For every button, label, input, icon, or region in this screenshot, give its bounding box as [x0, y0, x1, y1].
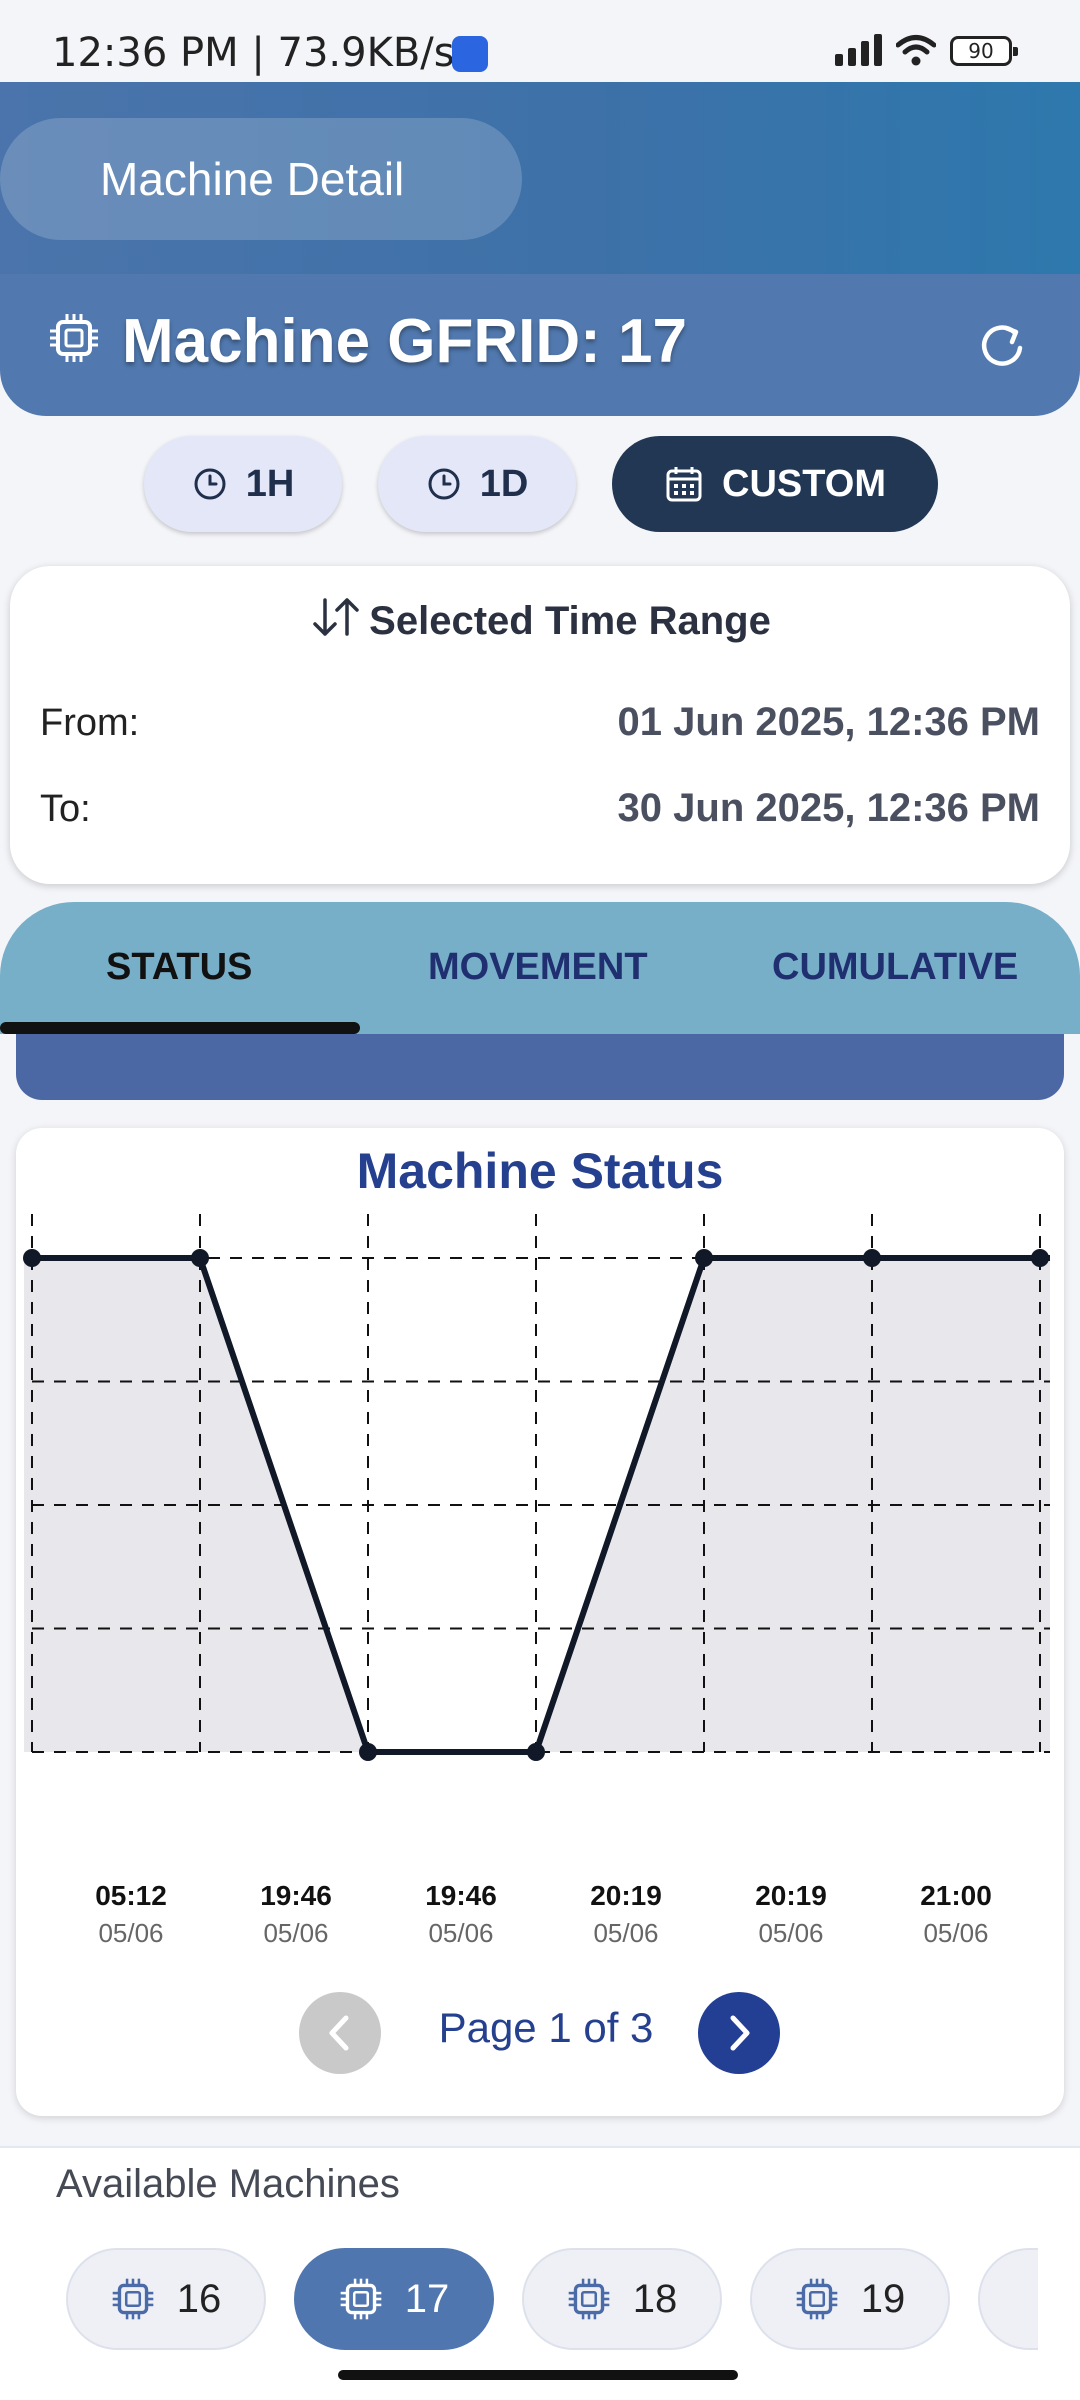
clock-icon	[428, 468, 460, 500]
tick-date: 05/06	[593, 1918, 659, 1948]
x-tick-label: 19:46 05/06	[381, 1880, 541, 1949]
machine-chip-19[interactable]: 19	[750, 2248, 950, 2350]
cellular-signal-icon	[835, 34, 882, 66]
app-notification-icon	[452, 36, 488, 72]
time-range-heading: Selected Time Range	[369, 599, 771, 643]
to-label: To:	[40, 788, 91, 830]
machine-status-chart	[23, 1214, 1050, 1761]
tick-date: 05/06	[923, 1918, 989, 1948]
selected-time-range-card: Selected Time Range From: 01 Jun 2025, 1…	[10, 566, 1070, 884]
chip-icon	[340, 2278, 382, 2320]
data-point[interactable]	[23, 1249, 41, 1267]
wifi-icon	[896, 35, 936, 66]
machine-chip-label: 16	[176, 2276, 222, 2321]
x-tick-label: 21:00 05/06	[876, 1880, 1036, 1949]
chip-icon	[568, 2278, 610, 2320]
machine-chip-partial[interactable]	[978, 2248, 1038, 2350]
x-tick-label: 19:46 05/06	[216, 1880, 376, 1949]
tick-time: 21:00	[920, 1880, 992, 1911]
tick-time: 20:19	[755, 1880, 827, 1911]
range-custom-button[interactable]: CUSTOM	[612, 436, 938, 532]
x-tick-label: 20:19 05/06	[711, 1880, 871, 1949]
to-value: 30 Jun 2025, 12:36 PM	[617, 786, 1040, 830]
x-tick-label: 05:12 05/06	[51, 1880, 211, 1949]
home-indicator[interactable]	[338, 2370, 738, 2380]
range-custom-label: CUSTOM	[722, 462, 886, 505]
tick-date: 05/06	[758, 1918, 824, 1948]
available-machines-title: Available Machines	[56, 2162, 400, 2206]
tick-time: 19:46	[425, 1880, 497, 1911]
status-time: 12:36 PM | 73.9KB/s	[52, 30, 455, 76]
from-label: From:	[40, 702, 140, 744]
machine-chip-16[interactable]: 16	[66, 2248, 266, 2350]
tick-time: 05:12	[95, 1880, 167, 1911]
range-1h-label: 1H	[245, 462, 295, 505]
chevron-right-icon	[730, 2015, 750, 2051]
page-title: Machine Detail	[0, 118, 522, 240]
available-machines-panel: Available Machines 16 17 18 19	[0, 2146, 1080, 2400]
chevron-left-icon	[329, 2015, 349, 2051]
range-1d-button[interactable]: 1D	[378, 436, 576, 532]
data-point[interactable]	[863, 1249, 881, 1267]
machine-chip-label: 18	[632, 2276, 678, 2321]
active-tab-indicator	[0, 1022, 360, 1034]
header-background	[0, 82, 1080, 274]
data-point[interactable]	[527, 1743, 545, 1761]
tab-status[interactable]: STATUS	[106, 946, 253, 988]
machine-status-chart-card: Machine Status 05:12 05/06 19:46 05/06 19:46…	[16, 1128, 1064, 2116]
machine-chip-17[interactable]: 17	[294, 2248, 494, 2350]
machine-title: Machine GFRID: 17	[122, 307, 687, 376]
status-bar: 12:36 PM | 73.9KB/s 90	[0, 0, 1080, 82]
chip-icon	[112, 2278, 154, 2320]
machine-header	[0, 274, 1080, 416]
x-tick-label: 20:19 05/06	[546, 1880, 706, 1949]
machine-chip-label: 17	[404, 2276, 450, 2321]
clock-icon	[194, 468, 226, 500]
chart-title: Machine Status	[356, 1143, 724, 1199]
chip-icon	[50, 314, 98, 362]
refresh-icon[interactable]	[974, 318, 1030, 374]
tab-cumulative[interactable]: CUMULATIVE	[772, 946, 1019, 988]
next-page-button[interactable]	[698, 1992, 780, 2074]
tick-time: 20:19	[590, 1880, 662, 1911]
data-point[interactable]	[359, 1743, 377, 1761]
from-value: 01 Jun 2025, 12:36 PM	[617, 700, 1040, 744]
range-1h-button[interactable]: 1H	[144, 436, 342, 532]
previous-page-button[interactable]	[299, 1992, 381, 2074]
tick-date: 05/06	[428, 1918, 494, 1948]
tab-bar: STATUS MOVEMENT CUMULATIVE	[0, 902, 1080, 1034]
battery-icon: 90	[950, 36, 1018, 66]
tick-date: 05/06	[263, 1918, 329, 1948]
calendar-icon	[666, 467, 702, 502]
sort-arrows-icon	[313, 598, 359, 636]
machine-chip-18[interactable]: 18	[522, 2248, 722, 2350]
time-range-buttons: 1H 1D CUSTOM	[0, 436, 1080, 532]
range-1d-label: 1D	[479, 462, 529, 505]
data-point[interactable]	[695, 1249, 713, 1267]
data-point[interactable]	[1031, 1249, 1049, 1267]
machine-chip-label: 19	[860, 2276, 906, 2321]
tab-content-header	[16, 1034, 1064, 1100]
tick-time: 19:46	[260, 1880, 332, 1911]
page-indicator: Page 1 of 3	[438, 2004, 654, 2051]
tick-date: 05/06	[98, 1918, 164, 1948]
tab-movement[interactable]: MOVEMENT	[428, 946, 648, 988]
chip-icon	[796, 2278, 838, 2320]
data-point[interactable]	[191, 1249, 209, 1267]
